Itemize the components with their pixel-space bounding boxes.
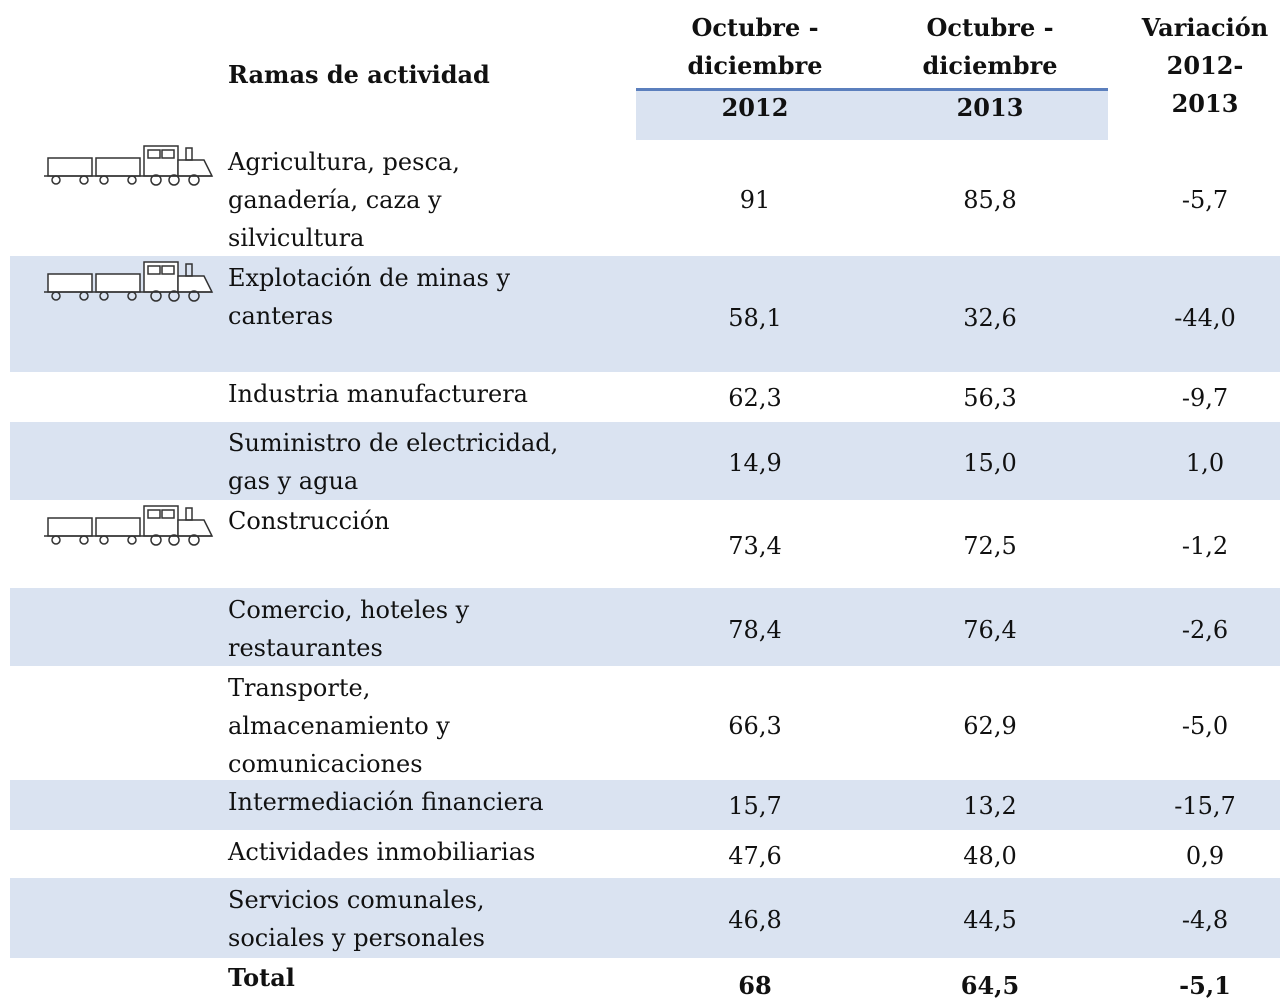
total-cell: 64,5 xyxy=(960,971,1020,1000)
cell: -44,0 xyxy=(1174,304,1236,332)
cell: 78,4 xyxy=(728,616,782,644)
total-label: Total xyxy=(228,963,295,992)
row-label: comunicaciones xyxy=(228,750,423,778)
row-label: Agricultura, pesca, xyxy=(228,148,460,176)
cell: 58,1 xyxy=(728,304,782,332)
row-label: almacenamiento y xyxy=(228,712,450,740)
train-icon xyxy=(44,142,214,186)
row-label: Intermediación financiera xyxy=(228,788,544,816)
cell: 32,6 xyxy=(963,304,1017,332)
row-label: gas y agua xyxy=(228,467,359,495)
header-col: 2012- xyxy=(1166,51,1244,80)
row-label: ganadería, caza y xyxy=(228,186,442,214)
header-col: Octubre - xyxy=(926,13,1054,42)
total-cell: -5,1 xyxy=(1179,971,1231,1000)
cell: 66,3 xyxy=(728,712,782,740)
cell: 47,6 xyxy=(728,842,782,870)
row-label: Actividades inmobiliarias xyxy=(228,838,536,866)
train-icon xyxy=(44,258,214,302)
header-box xyxy=(636,88,1108,140)
row-label: Construcción xyxy=(228,507,390,535)
cell: 48,0 xyxy=(963,842,1017,870)
cell: 76,4 xyxy=(963,616,1017,644)
cell: 72,5 xyxy=(963,532,1017,560)
cell: -9,7 xyxy=(1181,384,1229,412)
header-year: 2012 xyxy=(721,93,789,122)
row-label: Servicios comunales, xyxy=(228,886,485,914)
row-label: Suministro de electricidad, xyxy=(228,429,559,457)
row-label: Explotación de minas y xyxy=(228,264,511,292)
train-icon xyxy=(44,502,214,546)
cell: 62,3 xyxy=(728,384,782,412)
cell: 0,9 xyxy=(1185,842,1225,870)
row-band xyxy=(10,422,1280,500)
header-col: Octubre - xyxy=(691,13,819,42)
header-col: diciembre xyxy=(687,51,823,80)
cell: 62,9 xyxy=(963,712,1017,740)
cell: 56,3 xyxy=(963,384,1017,412)
cell: 44,5 xyxy=(963,906,1017,934)
row-band xyxy=(10,780,1280,830)
row-band xyxy=(10,878,1280,958)
row-label: Transporte, xyxy=(228,674,371,702)
cell: -5,0 xyxy=(1181,712,1229,740)
row-label: Industria manufacturera xyxy=(228,380,528,408)
cell: -2,6 xyxy=(1181,616,1229,644)
header-col: diciembre xyxy=(922,51,1058,80)
cell: 85,8 xyxy=(963,186,1017,214)
total-cell: 68 xyxy=(738,971,772,1000)
cell: 46,8 xyxy=(728,906,782,934)
row-label: canteras xyxy=(228,302,334,330)
row-label: restaurantes xyxy=(228,634,383,662)
cell: 1,0 xyxy=(1185,449,1225,477)
header-label: Ramas de actividad xyxy=(228,60,490,89)
cell: -4,8 xyxy=(1181,906,1229,934)
row-label: silvicultura xyxy=(228,224,365,252)
row-band xyxy=(10,588,1280,666)
header-year: 2013 xyxy=(956,93,1024,122)
cell: 14,9 xyxy=(728,449,782,477)
cell: -15,7 xyxy=(1174,792,1236,820)
cell: 73,4 xyxy=(728,532,782,560)
cell: -1,2 xyxy=(1181,532,1229,560)
cell: -5,7 xyxy=(1181,186,1229,214)
cell: 15,7 xyxy=(728,792,782,820)
row-band xyxy=(10,256,1280,372)
header-col: 2013 xyxy=(1171,89,1239,118)
cell: 15,0 xyxy=(963,449,1017,477)
cell: 91 xyxy=(739,186,771,214)
cell: 13,2 xyxy=(963,792,1017,820)
row-label: sociales y personales xyxy=(228,924,485,952)
row-label: Comercio, hoteles y xyxy=(228,596,470,624)
header-col: Variación xyxy=(1141,13,1269,42)
